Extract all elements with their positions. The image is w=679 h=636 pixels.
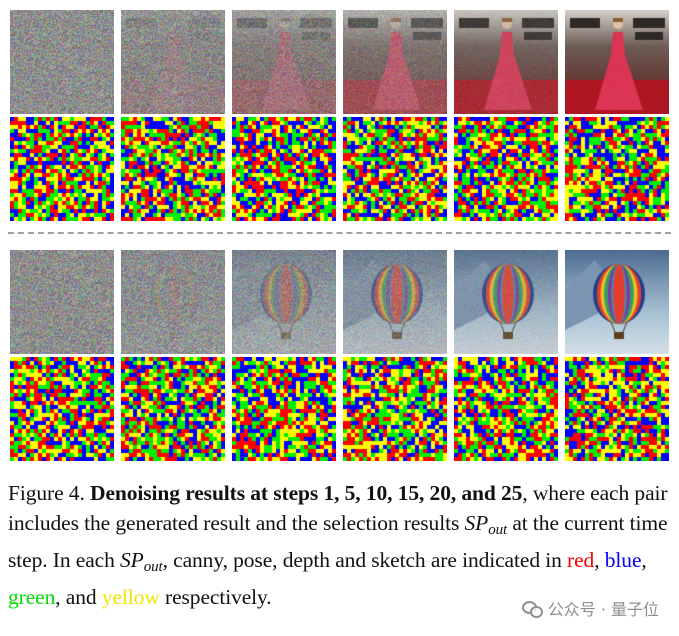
caption-label: Figure 4. xyxy=(8,481,85,505)
generated-image-step-10 xyxy=(232,10,336,114)
selection-map-step-25 xyxy=(565,357,669,461)
generated-image-step-25 xyxy=(565,250,669,354)
generated-image xyxy=(10,10,114,114)
selection-map xyxy=(121,357,225,461)
selection-map-step-15 xyxy=(343,357,447,461)
generated-image xyxy=(565,250,669,354)
generated-image-step-10 xyxy=(232,250,336,354)
selection-map-step-5 xyxy=(121,357,225,461)
generated-image xyxy=(454,250,558,354)
generated-image-step-5 xyxy=(121,250,225,354)
generated-image xyxy=(10,250,114,354)
selection-map xyxy=(121,117,225,221)
selection-map xyxy=(10,117,114,221)
figure-caption: Figure 4. Denoising results at steps 1, … xyxy=(8,481,668,609)
caption-text-3: , canny, pose, depth and sketch are indi… xyxy=(162,548,568,572)
generated-image xyxy=(565,10,669,114)
caption-text-1: , where each pair includes the generated… xyxy=(8,481,668,535)
selection-map-step-5 xyxy=(121,117,225,221)
generated-image xyxy=(232,10,336,114)
generated-image-step-15 xyxy=(343,250,447,354)
selection-map xyxy=(565,357,669,461)
selection-map xyxy=(10,357,114,461)
selection-map-step-20 xyxy=(454,357,558,461)
generated-image xyxy=(343,10,447,114)
generated-image-step-25 xyxy=(565,10,669,114)
sp-out-symbol-2: SPout xyxy=(120,548,163,575)
watermark-text: 公众号 · 量子位 xyxy=(547,600,659,619)
generated-image-step-5 xyxy=(121,10,225,114)
generated-image xyxy=(454,10,558,114)
generated-image-step-20 xyxy=(454,250,558,354)
generated-image-step-15 xyxy=(343,10,447,114)
selection-map-step-20 xyxy=(454,117,558,221)
generated-image-step-1 xyxy=(10,10,114,114)
caption-bold: Denoising results at steps 1, 5, 10, 15,… xyxy=(90,481,523,505)
wechat-icon xyxy=(521,600,543,618)
selection-map xyxy=(343,357,447,461)
selection-map xyxy=(232,117,336,221)
color-word-yellow: yellow xyxy=(101,585,160,609)
selection-map-step-1 xyxy=(10,357,114,461)
selection-map xyxy=(565,117,669,221)
color-word-red: red xyxy=(567,548,595,572)
selection-map xyxy=(454,357,558,461)
generated-image xyxy=(121,250,225,354)
generated-image-step-1 xyxy=(10,250,114,354)
selection-map-step-15 xyxy=(343,117,447,221)
selection-map-step-25 xyxy=(565,117,669,221)
generated-image-step-20 xyxy=(454,10,558,114)
selection-map xyxy=(232,357,336,461)
selection-map-step-10 xyxy=(232,357,336,461)
watermark: 公众号 · 量子位 xyxy=(517,594,663,622)
generated-image xyxy=(343,250,447,354)
selection-map-step-10 xyxy=(232,117,336,221)
separator-line xyxy=(8,232,671,234)
caption-text-2: at the current time step. In each xyxy=(8,511,668,572)
generated-image xyxy=(121,10,225,114)
color-word-green: green xyxy=(8,585,56,609)
generated-image xyxy=(232,250,336,354)
selection-map xyxy=(454,117,558,221)
sp-out-symbol: SPout xyxy=(464,511,508,538)
color-word-blue: blue xyxy=(604,548,642,572)
selection-map-step-1 xyxy=(10,117,114,221)
selection-map xyxy=(343,117,447,221)
